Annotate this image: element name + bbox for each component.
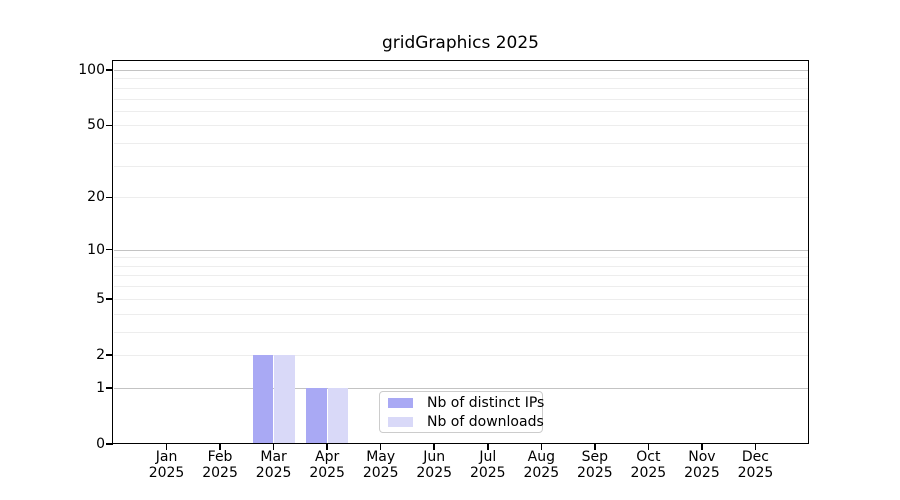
major-gridline (114, 70, 808, 71)
legend-label-distinct-ips: Nb of distinct IPs (427, 394, 545, 411)
bar-nb-of-downloads (274, 354, 295, 444)
x-tick-label: Oct 2025 (630, 449, 667, 481)
y-tick-label: 2 (96, 346, 105, 363)
minor-gridline (114, 275, 808, 277)
minor-gridline (114, 257, 808, 259)
legend-label-downloads: Nb of downloads (427, 413, 544, 430)
major-gridline (114, 387, 808, 389)
legend-item-downloads: Nb of downloads (388, 414, 544, 430)
x-tick (165, 444, 168, 450)
x-tick (219, 444, 221, 450)
x-tick (487, 444, 489, 450)
y-tick-label: 20 (87, 189, 105, 206)
bar-nb-of-distinct-ips (306, 387, 327, 444)
minor-gridline (114, 143, 808, 145)
x-tick-label: Sep 2025 (577, 449, 613, 481)
y-tick-label: 5 (96, 290, 105, 307)
x-tick-label: Jul 2025 (469, 449, 506, 481)
y-tick (106, 124, 113, 127)
x-tick (433, 444, 435, 450)
x-tick (540, 444, 543, 450)
x-tick (272, 444, 275, 450)
x-tick-label: Aug 2025 (523, 449, 560, 481)
major-gridline (114, 249, 808, 251)
y-tick (106, 443, 113, 445)
plot-border (112, 60, 809, 444)
minor-gridline (114, 331, 808, 333)
y-tick (106, 69, 113, 71)
x-tick (379, 444, 382, 450)
x-tick-label: Dec 2025 (737, 449, 774, 481)
x-tick (326, 444, 328, 450)
minor-gridline (114, 98, 808, 100)
x-tick (647, 444, 650, 450)
x-tick-label: Feb 2025 (202, 449, 238, 481)
y-tick (106, 196, 113, 199)
x-tick-label: Jun 2025 (416, 449, 453, 481)
minor-gridline (114, 78, 808, 80)
x-tick-label: Mar 2025 (255, 449, 292, 481)
legend-swatch-downloads (388, 416, 413, 427)
y-tick-label: 1 (96, 379, 105, 396)
x-tick-label: Nov 2025 (684, 449, 720, 481)
chart-title: gridGraphics 2025 (381, 33, 540, 53)
y-tick (106, 387, 113, 389)
y-tick-label: 0 (96, 436, 105, 452)
y-tick-label: 10 (87, 241, 105, 258)
minor-gridline (114, 313, 808, 315)
y-tick-label: 50 (87, 117, 105, 134)
bar-nb-of-downloads (327, 387, 349, 444)
legend: Nb of distinct IPs Nb of downloads (379, 391, 544, 433)
y-tick (106, 298, 113, 300)
x-tick (754, 444, 757, 450)
minor-gridline (114, 125, 808, 127)
minor-gridline (114, 298, 808, 300)
x-tick (701, 444, 703, 450)
minor-gridline (114, 265, 808, 267)
legend-swatch-distinct-ips (388, 397, 413, 408)
y-tick-label: 100 (78, 62, 105, 78)
y-tick (106, 248, 113, 251)
legend-item-distinct-ips: Nb of distinct IPs (388, 395, 544, 411)
x-tick-label: May 2025 (362, 449, 399, 481)
bar-nb-of-distinct-ips (252, 354, 274, 444)
x-tick (594, 444, 596, 450)
y-tick (106, 354, 113, 356)
minor-gridline (114, 165, 808, 167)
minor-gridline (114, 354, 808, 356)
minor-gridline (114, 110, 808, 112)
x-tick-label: Jan 2025 (148, 449, 185, 481)
minor-gridline (114, 286, 808, 288)
minor-gridline (114, 87, 808, 89)
x-tick-label: Apr 2025 (309, 449, 345, 481)
minor-gridline (114, 197, 808, 199)
